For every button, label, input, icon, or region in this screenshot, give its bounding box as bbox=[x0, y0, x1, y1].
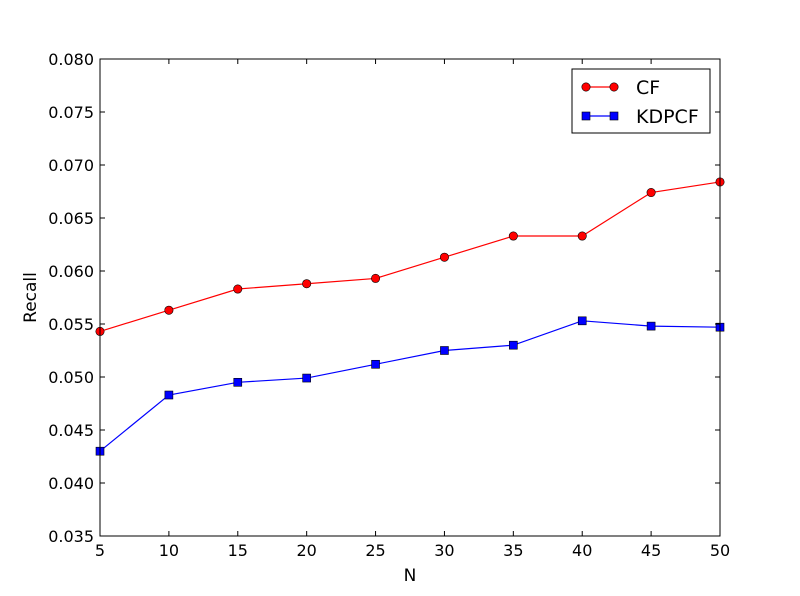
x-tick-label: 15 bbox=[228, 541, 248, 560]
x-tick-label: 50 bbox=[710, 541, 730, 560]
data-point-cf bbox=[439, 252, 449, 262]
y-tick-label: 0.055 bbox=[48, 315, 94, 334]
legend-label: KDPCF bbox=[636, 106, 699, 128]
data-point-kdpcf bbox=[302, 373, 311, 383]
legend-label: CF bbox=[636, 77, 660, 99]
x-tick-label: 10 bbox=[159, 541, 179, 560]
y-tick-label: 0.065 bbox=[48, 209, 94, 228]
legend-entry-cf: CF bbox=[581, 77, 660, 99]
legend-marker bbox=[581, 82, 591, 92]
x-tick-label: 30 bbox=[434, 541, 454, 560]
data-point-cf bbox=[233, 284, 243, 294]
data-point-kdpcf bbox=[646, 321, 656, 331]
y-tick-label: 0.060 bbox=[48, 262, 94, 281]
series-line-cf bbox=[99, 181, 721, 332]
legend-box bbox=[571, 68, 711, 134]
x-tick-label: 25 bbox=[365, 541, 385, 560]
series-layer bbox=[95, 177, 725, 456]
data-point-kdpcf bbox=[577, 316, 587, 326]
legend-marker bbox=[609, 111, 619, 121]
data-point-kdpcf bbox=[371, 359, 380, 369]
x-tick-label: 20 bbox=[296, 541, 316, 560]
y-tick-label: 0.070 bbox=[48, 156, 94, 175]
data-point-kdpcf bbox=[233, 377, 243, 387]
y-tick-label: 0.045 bbox=[48, 421, 94, 440]
x-tick-label: 5 bbox=[95, 541, 105, 560]
y-tick-label: 0.035 bbox=[48, 527, 94, 546]
y-tick-label: 0.075 bbox=[48, 103, 94, 122]
legend-entry-kdpcf: KDPCF bbox=[581, 106, 699, 128]
x-tick-label: 45 bbox=[641, 541, 661, 560]
y-tick-label: 0.080 bbox=[48, 50, 94, 69]
y-tick-label: 0.040 bbox=[48, 474, 94, 493]
data-point-kdpcf bbox=[164, 390, 174, 400]
data-point-kdpcf bbox=[440, 346, 449, 355]
data-point-cf bbox=[164, 305, 174, 315]
y-axis-label: Recall bbox=[21, 272, 41, 323]
legend-entries: CF KDPCF bbox=[581, 77, 699, 128]
data-point-cf bbox=[508, 231, 518, 241]
plot-frame bbox=[99, 58, 721, 537]
legend-marker bbox=[609, 82, 619, 92]
data-point-cf bbox=[302, 279, 312, 289]
x-tick-label: 35 bbox=[503, 541, 523, 560]
series-line-kdpcf bbox=[99, 320, 721, 452]
legend-marker bbox=[581, 111, 591, 121]
data-point-kdpcf bbox=[509, 340, 518, 350]
data-point-cf bbox=[371, 273, 381, 283]
x-tick-label: 40 bbox=[572, 541, 592, 560]
data-point-cf bbox=[577, 231, 587, 241]
series-cf bbox=[95, 177, 725, 336]
data-point-cf bbox=[646, 188, 656, 198]
y-tick-label: 0.050 bbox=[48, 368, 94, 387]
x-axis-label: N bbox=[404, 566, 417, 586]
ticks-layer: 5 10 15 20 25 30 35 40 45 50 0.035 0.040 0.045 0.050 0… bbox=[48, 50, 730, 560]
series-kdpcf bbox=[95, 316, 725, 456]
legend: CF KDPCF bbox=[571, 68, 711, 134]
